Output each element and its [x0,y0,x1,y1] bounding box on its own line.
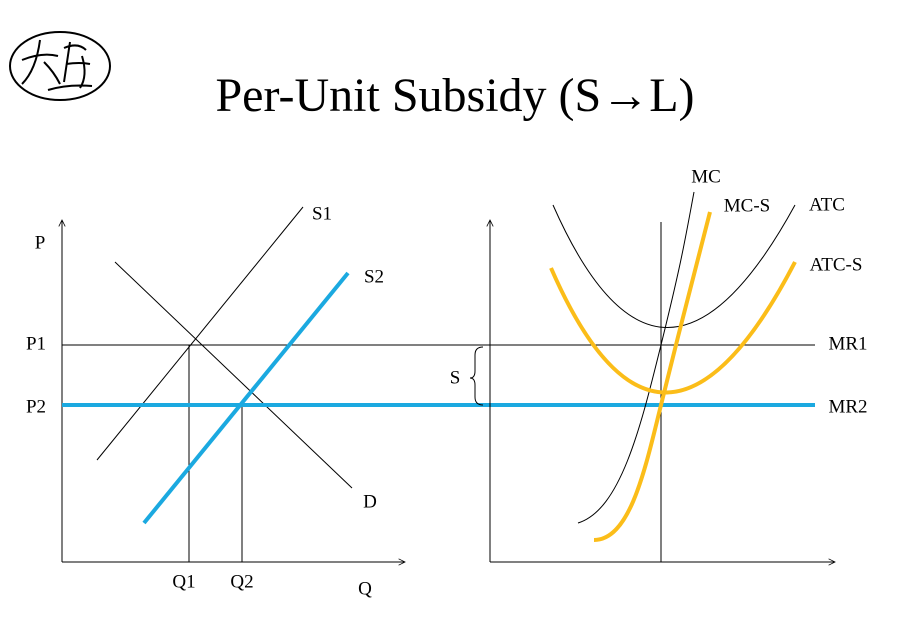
curve-label: ATC-S [810,254,863,275]
atc-curve [552,204,796,328]
curve-label: MC [691,166,721,187]
revenue-label: MR2 [828,396,867,417]
subsidy-brace [469,346,484,406]
title: Per-Unit Subsidy (S→L) [215,69,694,122]
right-graph [469,191,835,562]
s2-curve [142,271,350,525]
subsidy-label: S [450,367,461,388]
curve-label: S2 [364,266,384,287]
quantity-label: Q2 [230,571,253,592]
quantity-label: Q1 [172,571,195,592]
curve-label: S1 [312,203,332,224]
curve-label: D [363,491,377,512]
curve-label: ATC [809,194,845,215]
y-axis-label: P [35,232,46,253]
left-graph [62,206,815,562]
d-curve [114,261,353,489]
x-axis-label: Q [358,578,372,599]
mc-s-curve [593,211,712,542]
logo [9,31,111,101]
revenue-label: MR1 [828,333,867,354]
curve-label: MC-S [724,195,770,216]
s1-curve [96,206,304,461]
mc-curve [577,191,695,524]
atc-s-curve [549,261,797,395]
price-label: P1 [26,333,46,354]
price-label: P2 [26,396,46,417]
